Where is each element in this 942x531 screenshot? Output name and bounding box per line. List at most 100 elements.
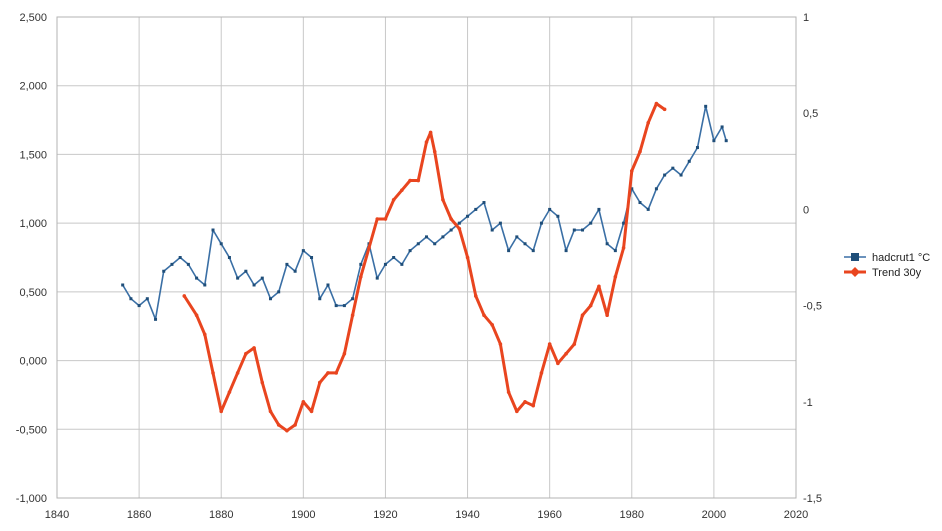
x-tick-label: 2020	[784, 509, 808, 521]
data-point	[252, 283, 256, 287]
data-point	[581, 228, 585, 232]
data-point	[195, 276, 199, 280]
data-point	[145, 297, 149, 301]
data-point	[498, 342, 503, 346]
data-point	[433, 242, 437, 246]
data-point	[646, 121, 650, 125]
data-point	[334, 304, 338, 308]
data-point	[375, 276, 379, 280]
x-tick-label: 1920	[373, 509, 397, 521]
y-left-tick-label: 1,500	[19, 149, 47, 161]
data-point	[523, 400, 527, 404]
series-line	[122, 105, 727, 321]
data-point	[162, 269, 166, 273]
data-point	[466, 214, 470, 218]
data-point	[424, 140, 429, 144]
data-point	[457, 221, 461, 225]
data-point	[482, 201, 486, 205]
x-tick-label: 1860	[127, 509, 151, 521]
y-left-tick-label: 0,500	[19, 287, 47, 299]
y-right-tick-label: -1	[803, 397, 813, 409]
data-point	[408, 249, 412, 253]
data-point	[671, 166, 675, 170]
data-point	[400, 188, 404, 192]
data-point	[203, 332, 207, 337]
data-point	[679, 173, 683, 177]
data-point	[613, 249, 617, 253]
legend: hadcrut1 °C Trend 30y	[844, 252, 930, 279]
data-point	[301, 400, 306, 404]
data-point	[531, 249, 535, 253]
series-layer	[121, 101, 728, 433]
data-point	[580, 313, 585, 318]
series-hadcrut1	[121, 104, 728, 321]
data-point	[276, 423, 281, 427]
data-point	[605, 313, 609, 318]
data-point	[268, 409, 273, 414]
data-point	[425, 235, 428, 239]
data-point	[301, 249, 305, 253]
data-point	[662, 107, 667, 112]
data-point	[629, 169, 634, 173]
data-point	[326, 283, 330, 287]
y-left-tick-label: 0,000	[19, 356, 47, 368]
x-tick-label: 1880	[209, 509, 233, 521]
data-point	[687, 159, 691, 163]
data-point	[137, 304, 141, 308]
data-point	[720, 125, 724, 129]
data-point	[638, 149, 642, 154]
x-tick-label: 1940	[455, 509, 479, 521]
data-point	[663, 173, 667, 177]
data-point	[564, 249, 568, 253]
y-left-tick-label: 2,500	[19, 12, 47, 24]
data-point	[178, 256, 182, 259]
data-point	[490, 228, 494, 232]
data-point	[351, 297, 355, 301]
data-point	[416, 178, 421, 183]
data-point	[449, 217, 453, 221]
data-point	[547, 342, 552, 346]
data-point	[400, 262, 404, 266]
data-point	[428, 130, 433, 135]
y-right-tick-label: 0	[803, 204, 809, 216]
data-point	[293, 423, 297, 427]
data-point	[572, 342, 577, 346]
data-point	[244, 351, 248, 356]
data-point	[630, 187, 634, 191]
data-point	[252, 346, 256, 350]
data-point	[194, 313, 199, 318]
data-point	[473, 294, 478, 298]
data-point	[219, 409, 224, 414]
data-point	[121, 283, 125, 287]
data-point	[334, 371, 338, 375]
data-point	[704, 104, 708, 108]
y-right-tick-label: 1	[803, 12, 809, 24]
data-point	[515, 409, 519, 414]
data-point	[507, 249, 511, 253]
data-point	[432, 149, 437, 154]
data-point	[441, 235, 445, 239]
data-point	[285, 428, 289, 433]
plot-frame	[56, 16, 797, 499]
y-left-tick-label: -1,000	[16, 493, 47, 505]
data-point	[724, 139, 728, 143]
data-point	[564, 351, 568, 356]
data-point	[712, 139, 716, 143]
data-point	[186, 262, 190, 266]
data-point	[310, 256, 314, 259]
data-point	[277, 290, 281, 294]
y-right-tick-label: -0,5	[803, 301, 822, 313]
y-right-tick-label: 0,5	[803, 108, 818, 120]
data-point	[531, 403, 536, 408]
data-point	[449, 228, 453, 232]
plot-area	[56, 16, 797, 499]
y-right-tick-label: -1,5	[803, 493, 822, 505]
data-point	[211, 228, 215, 232]
data-point	[457, 226, 462, 231]
data-point	[268, 297, 272, 301]
y-right-axis-ticks: -1,5 -1 -0,5 0 0,5 1	[803, 12, 822, 505]
data-point	[182, 294, 187, 298]
data-point	[605, 242, 609, 246]
data-point	[646, 207, 650, 211]
data-point	[227, 390, 232, 394]
